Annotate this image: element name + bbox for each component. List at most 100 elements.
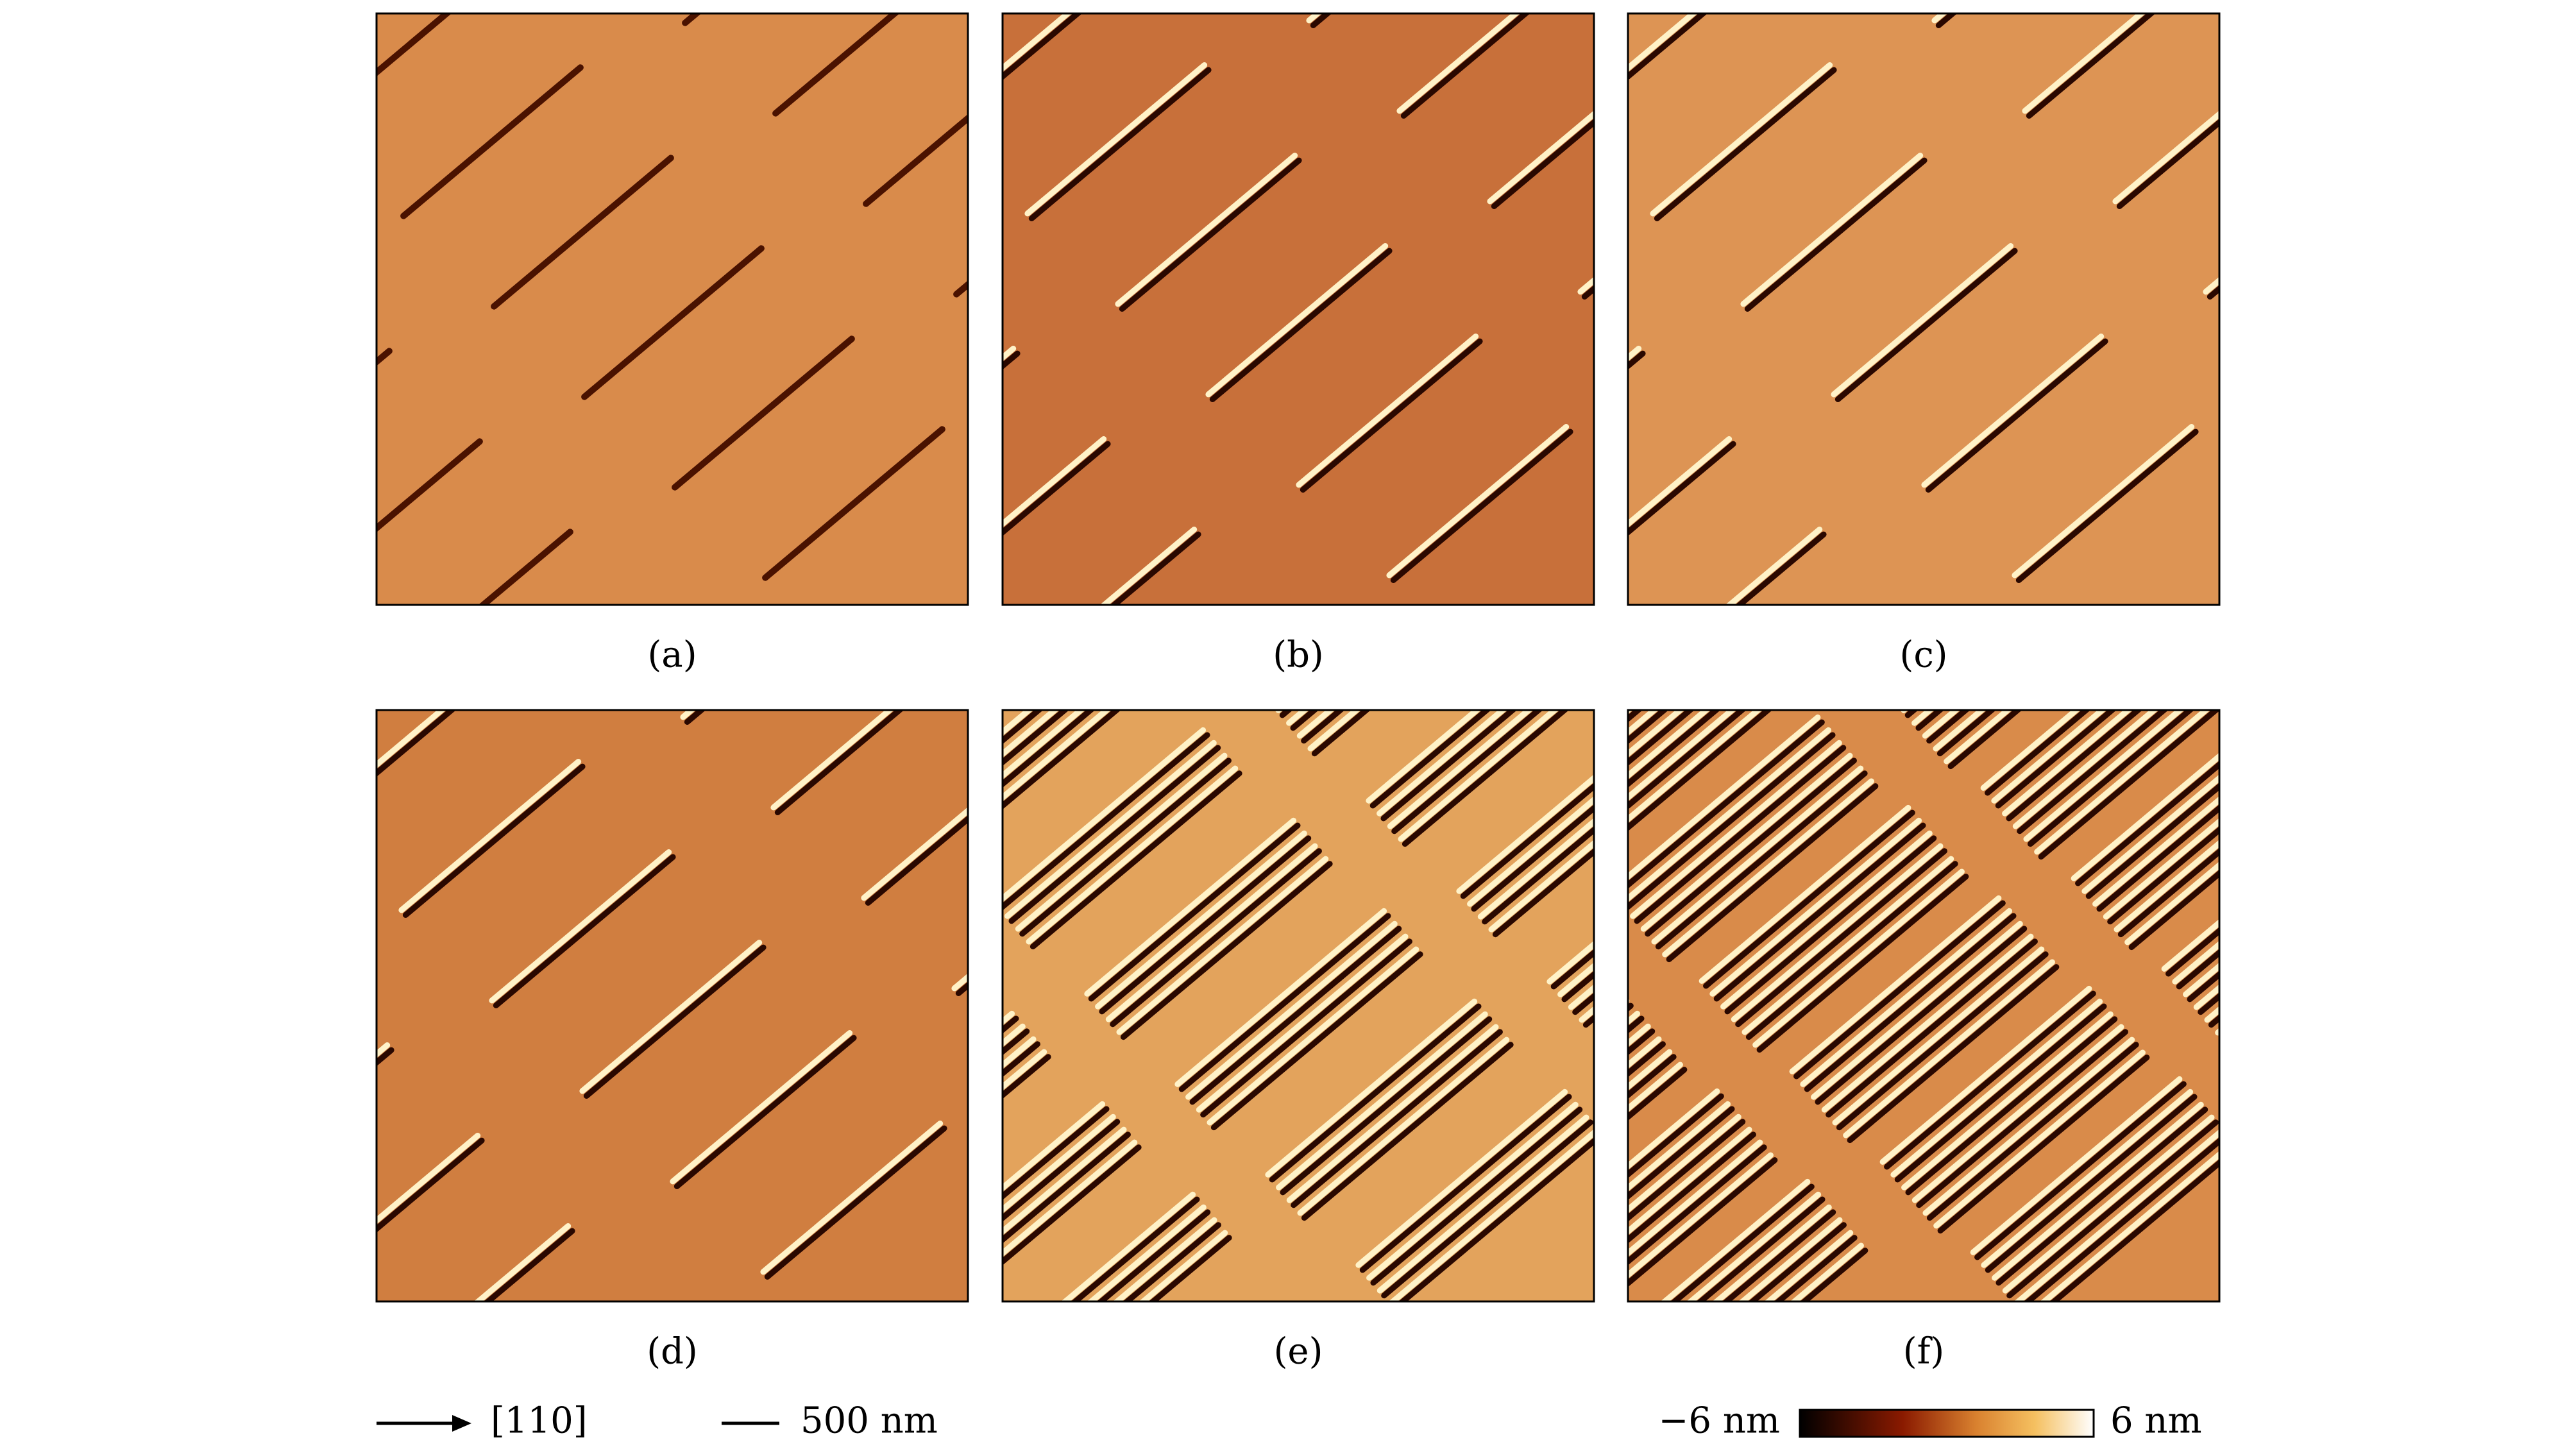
rod-light bbox=[579, 939, 763, 1094]
colorbar-max: 6 nm bbox=[2110, 1400, 2202, 1440]
image-frame bbox=[1627, 12, 2221, 606]
rod-dark bbox=[2026, 13, 2156, 119]
rod-light bbox=[1276, 1011, 1488, 1190]
rod-light bbox=[1879, 985, 2092, 1165]
rod-light bbox=[1003, 1049, 1047, 1091]
rod-light bbox=[1003, 13, 1072, 72]
rod-light bbox=[1628, 710, 1737, 801]
afm-image bbox=[1003, 710, 1594, 1301]
rod-light bbox=[1003, 710, 1085, 780]
rod-light bbox=[1366, 1101, 1579, 1281]
rod-light bbox=[1922, 1037, 2135, 1216]
rod-light bbox=[1630, 740, 1842, 919]
rod-dark bbox=[1099, 835, 1312, 1015]
rod-light bbox=[2204, 1006, 2219, 1023]
rod-light bbox=[1286, 1024, 1499, 1203]
rod-light bbox=[1628, 710, 1711, 780]
rod-light bbox=[1377, 710, 1507, 817]
rod-dark bbox=[1905, 1016, 2118, 1196]
rod-light bbox=[2034, 710, 2211, 855]
rod-light bbox=[2287, 924, 2493, 1097]
rod-light bbox=[1628, 1062, 1683, 1113]
rod bbox=[478, 529, 573, 605]
rod-dark bbox=[2280, 917, 2487, 1090]
rod-dark bbox=[2291, 452, 2497, 625]
rod-light bbox=[861, 806, 968, 901]
image-frame bbox=[375, 12, 969, 606]
rod-light bbox=[2012, 423, 2195, 579]
rod-dark bbox=[1745, 861, 1958, 1040]
rod-dark bbox=[1628, 441, 1736, 536]
rod-light bbox=[2124, 861, 2219, 945]
panel-label: (c) bbox=[1899, 634, 1947, 676]
rod-light bbox=[2203, 276, 2219, 295]
rod-light bbox=[2298, 937, 2504, 1110]
rod-dark bbox=[1003, 710, 1069, 767]
rod-light bbox=[489, 849, 672, 1004]
afm-image bbox=[1003, 13, 1594, 605]
rod-light bbox=[1477, 817, 1594, 920]
rod-light bbox=[1355, 1088, 1568, 1268]
rod-dark bbox=[865, 815, 968, 906]
rod-light bbox=[2114, 839, 2219, 933]
rod-dark bbox=[1937, 1055, 2150, 1234]
rod-dark bbox=[2198, 992, 2219, 1015]
colorbar-min: −6 nm bbox=[1658, 1400, 1780, 1440]
rod-light bbox=[1377, 1114, 1589, 1294]
rod-light bbox=[1387, 710, 1534, 829]
rod-dark bbox=[1628, 710, 1721, 788]
panel-label: (a) bbox=[647, 634, 697, 676]
rod-dark bbox=[1123, 1222, 1221, 1301]
rod-dark bbox=[1300, 338, 1483, 493]
rod-dark bbox=[1666, 783, 1879, 963]
rod-dark bbox=[1008, 745, 1221, 924]
rod-light bbox=[1901, 1011, 2114, 1190]
arrow-head bbox=[452, 1415, 471, 1432]
rod-dark bbox=[1071, 1196, 1200, 1301]
rod-light bbox=[1297, 1037, 1510, 1216]
rod-dark bbox=[493, 854, 676, 1009]
rod-dark bbox=[1380, 710, 1518, 822]
rod-dark bbox=[674, 1035, 857, 1190]
rod-dark bbox=[2269, 427, 2476, 600]
rod-light bbox=[1488, 839, 1594, 933]
rod-dark bbox=[583, 944, 767, 1099]
panel-label: (e) bbox=[1274, 1331, 1323, 1373]
rod bbox=[581, 245, 765, 400]
rod-dark bbox=[2222, 865, 2428, 1038]
rod-light bbox=[1628, 1139, 1763, 1257]
rod-dark bbox=[1110, 531, 1201, 605]
rod-light bbox=[1084, 817, 1297, 997]
panels: (a) (b) (c) (d) (e) (f) bbox=[122, 12, 2504, 1373]
rod-dark bbox=[1280, 1016, 1493, 1196]
rod-light bbox=[1024, 62, 1208, 217]
rod-dark bbox=[1748, 1222, 1847, 1301]
rod-light bbox=[1933, 1049, 2146, 1229]
rod-dark bbox=[2075, 761, 2219, 886]
rod-dark bbox=[2107, 826, 2219, 925]
rod-dark bbox=[1019, 758, 1232, 937]
rod-dark bbox=[1926, 1042, 2139, 1221]
rod-dark bbox=[1003, 1131, 1131, 1244]
rod-light bbox=[1740, 152, 1924, 307]
rod-light bbox=[1933, 710, 1987, 752]
rod-dark bbox=[1200, 938, 1412, 1118]
rod-dark bbox=[134, 495, 311, 643]
rod-dark bbox=[2128, 869, 2219, 951]
rod bbox=[491, 155, 674, 310]
rod bbox=[863, 114, 968, 207]
rod-dark bbox=[1835, 248, 2018, 403]
rod-dark bbox=[1402, 710, 1570, 847]
rod-dark bbox=[1120, 861, 1333, 1040]
rod-dark bbox=[1003, 1144, 1142, 1266]
rod-dark bbox=[2187, 970, 2219, 1003]
rod-light bbox=[1831, 242, 2014, 398]
rod-light bbox=[1296, 333, 1479, 488]
rod-dark bbox=[1628, 1157, 1778, 1287]
rod-light bbox=[670, 1029, 853, 1185]
rod bbox=[122, 260, 299, 409]
rod-dark bbox=[1628, 1131, 1756, 1244]
rod-dark bbox=[764, 1125, 947, 1280]
scale-bar-label: 500 nm bbox=[801, 1400, 938, 1440]
rod-dark bbox=[1735, 531, 1827, 605]
